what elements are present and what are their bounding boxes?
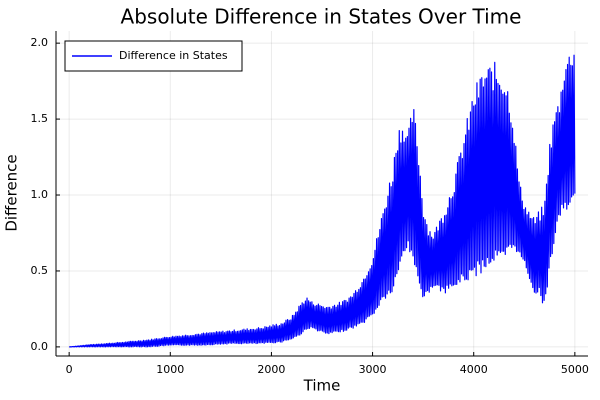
y-tick-label: 2.0 xyxy=(31,36,49,49)
x-tick-label: 4000 xyxy=(460,363,488,376)
x-tick-label: 2000 xyxy=(257,363,285,376)
x-ticks: 0 1000 2000 3000 4000 5000 xyxy=(66,352,589,376)
y-ticks: 0.0 0.5 1.0 1.5 2.0 xyxy=(31,36,60,353)
x-axis-label: Time xyxy=(303,377,341,395)
legend: Difference in States xyxy=(64,40,243,72)
x-tick-label: 1000 xyxy=(156,363,184,376)
y-tick-label: 0.5 xyxy=(31,264,49,277)
legend-label: Difference in States xyxy=(119,49,228,62)
y-tick-label: 1.0 xyxy=(31,188,49,201)
x-tick-label: 0 xyxy=(66,363,73,376)
plot-series xyxy=(69,54,576,348)
series-line xyxy=(69,54,576,348)
y-axis-label: Difference xyxy=(3,154,21,231)
x-tick-label: 5000 xyxy=(561,363,589,376)
y-tick-label: 0.0 xyxy=(31,340,49,353)
chart-title: Absolute Difference in States Over Time xyxy=(121,5,522,29)
y-tick-label: 1.5 xyxy=(31,112,49,125)
x-tick-label: 3000 xyxy=(359,363,387,376)
